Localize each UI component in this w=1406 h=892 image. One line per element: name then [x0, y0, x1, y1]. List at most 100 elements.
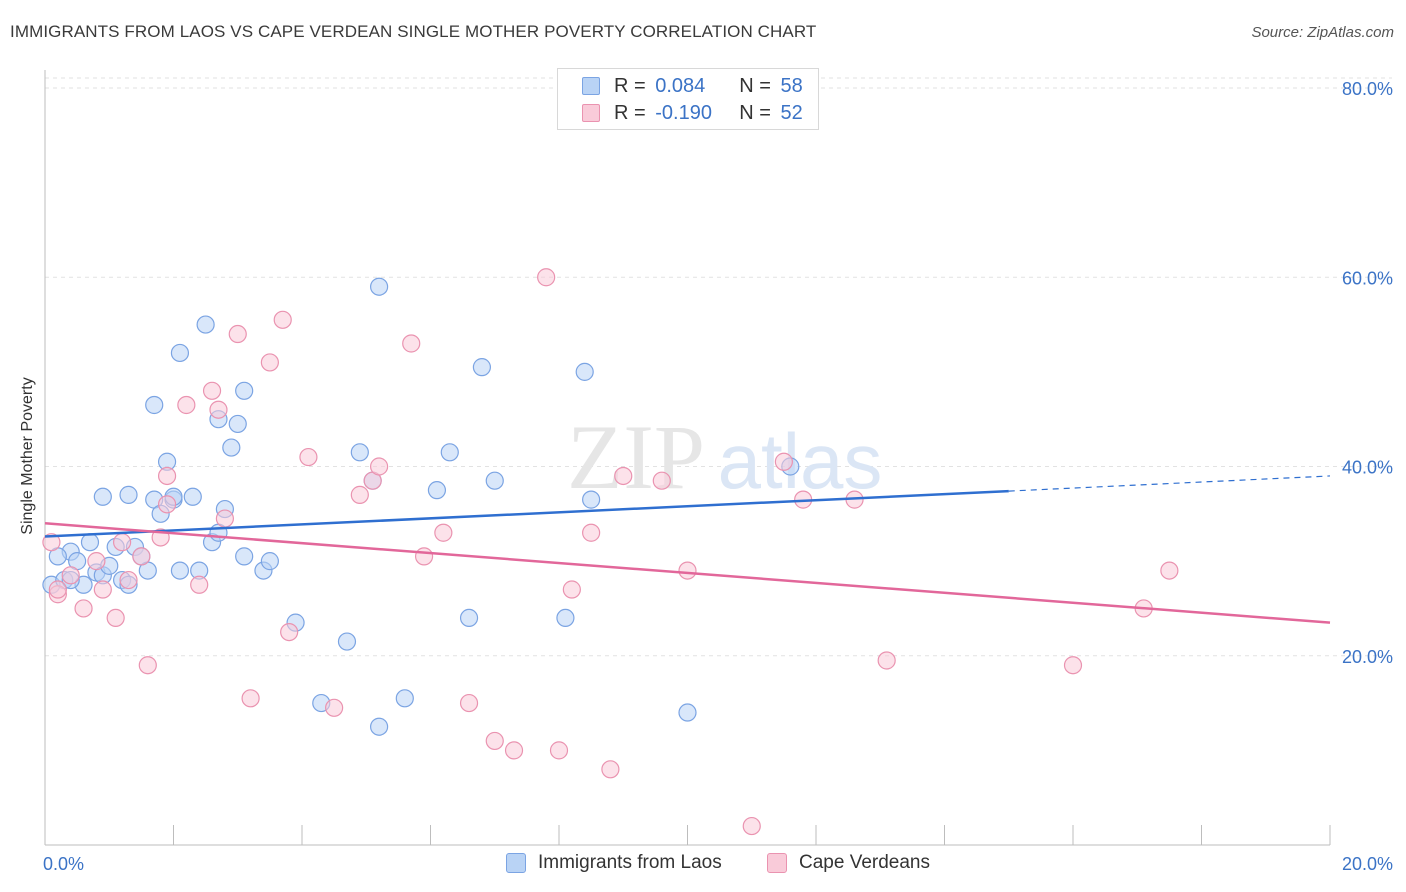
cape-verdeans-point: [299, 447, 318, 467]
cape-verdeans-trend-line: [44, 522, 1331, 624]
laos-point: [582, 490, 601, 509]
laos-trend-line: [44, 489, 1009, 538]
x-tick-label: 20.0%: [1342, 854, 1393, 874]
n-value: 52: [780, 101, 803, 124]
laos-point: [228, 414, 247, 434]
series-legend: Immigrants from Laos Cape Verdeans: [0, 852, 1406, 878]
laos-point: [260, 552, 279, 571]
cape-verdeans-legend-swatch: [767, 853, 787, 873]
cape-verdeans-point: [1063, 656, 1083, 675]
chart-title: IMMIGRANTS FROM LAOS VS CAPE VERDEAN SIN…: [10, 22, 817, 41]
laos-point: [337, 632, 357, 651]
y-tick-label: 40.0%: [1342, 458, 1393, 478]
laos-swatch: [582, 77, 600, 95]
cape-verdeans-point: [459, 693, 479, 713]
r-value: -0.190: [655, 101, 712, 124]
y-tick-label: 80.0%: [1342, 79, 1393, 99]
cape-verdeans-point: [273, 310, 292, 329]
cape-verdeans-point: [414, 547, 434, 566]
cape-verdeans-point: [61, 566, 80, 585]
laos-point: [93, 487, 112, 506]
laos-point: [350, 443, 369, 462]
laos-point: [370, 277, 389, 296]
n-label: N =: [739, 101, 771, 124]
legend-label: Immigrants from Laos: [538, 852, 722, 873]
laos-point: [235, 547, 254, 566]
stats-legend-row-cape-verdeans: R = -0.190 N = 52: [582, 101, 803, 125]
laos-point: [119, 485, 138, 504]
cape-verdeans-point: [537, 268, 556, 287]
cape-verdeans-point: [74, 599, 93, 618]
cape-verdeans-point: [119, 570, 138, 590]
laos-point: [80, 533, 100, 552]
cape-verdeans-point: [504, 741, 524, 760]
stats-legend-row-laos: R = 0.084 N = 58: [582, 74, 803, 98]
cape-verdeans-point: [280, 622, 299, 642]
stats-legend: R = 0.084 N = 58 R = -0.190 N = 52: [557, 68, 819, 130]
laos-point: [170, 343, 190, 363]
cape-verdeans-point: [202, 381, 222, 400]
y-tick-label: 60.0%: [1342, 268, 1393, 288]
cape-verdeans-point: [370, 457, 389, 476]
cape-verdeans-point: [42, 533, 61, 552]
laos-point: [196, 315, 215, 334]
cape-verdeans-point: [485, 731, 504, 751]
cape-verdeans-point: [562, 580, 581, 599]
legend-label: Cape Verdeans: [799, 852, 930, 873]
cape-verdeans-point: [652, 471, 671, 490]
watermark-atlas: atlas: [718, 417, 883, 505]
cape-verdeans-point: [260, 353, 279, 372]
laos-point: [472, 358, 491, 377]
cape-verdeans-point: [877, 651, 896, 670]
laos-point: [170, 561, 190, 580]
y-tick-label: 20.0%: [1342, 647, 1393, 667]
n-value: 58: [780, 74, 803, 97]
r-value: 0.084: [655, 74, 706, 97]
cape-verdeans-point: [177, 395, 196, 415]
cape-verdeans-point: [209, 400, 228, 419]
laos-point: [485, 471, 504, 490]
x-tick-label: 0.0%: [43, 854, 84, 874]
cape-verdeans-point: [112, 533, 132, 552]
cape-verdeans-point: [138, 656, 157, 675]
laos-point: [145, 395, 164, 415]
cape-verdeans-point: [157, 466, 177, 486]
source-label: Source: ZipAtlas.com: [1251, 24, 1394, 41]
cape-verdeans-point: [742, 816, 761, 836]
cape-verdeans-point: [215, 509, 234, 528]
cape-verdeans-point: [241, 689, 260, 708]
cape-verdeans-point: [614, 466, 633, 486]
laos-point: [459, 608, 479, 628]
r-label: R =: [614, 74, 646, 97]
laos-point: [575, 362, 594, 381]
cape-verdeans-point: [190, 575, 209, 594]
cape-verdeans-point: [582, 523, 601, 542]
legend-item-cape-verdeans[interactable]: Cape Verdeans: [767, 852, 930, 874]
legend-item-laos[interactable]: Immigrants from Laos: [506, 852, 722, 874]
laos-point: [370, 717, 389, 736]
laos-point: [395, 689, 414, 708]
cape-verdeans-point: [325, 698, 344, 717]
cape-verdeans-point: [350, 485, 369, 504]
cape-verdeans-point: [774, 452, 793, 471]
laos-point: [235, 381, 254, 400]
laos-point: [678, 703, 697, 722]
n-label: N =: [739, 74, 771, 97]
laos-point: [440, 443, 459, 462]
cape-verdeans-point: [402, 334, 421, 353]
cape-verdeans-point: [1160, 561, 1179, 580]
laos-point: [183, 487, 202, 506]
cape-verdeans-point: [157, 495, 177, 514]
cape-verdeans-swatch: [582, 104, 600, 122]
cape-verdeans-point: [106, 608, 125, 628]
cape-verdeans-point: [87, 552, 106, 571]
laos-point: [222, 438, 241, 457]
laos-trend-extension: [1008, 475, 1331, 492]
laos-legend-swatch: [506, 853, 526, 873]
cape-verdeans-point: [93, 580, 112, 599]
cape-verdeans-point: [601, 760, 620, 779]
cape-verdeans-point: [678, 561, 697, 580]
cape-verdeans-point: [434, 523, 453, 542]
laos-point: [556, 608, 575, 628]
